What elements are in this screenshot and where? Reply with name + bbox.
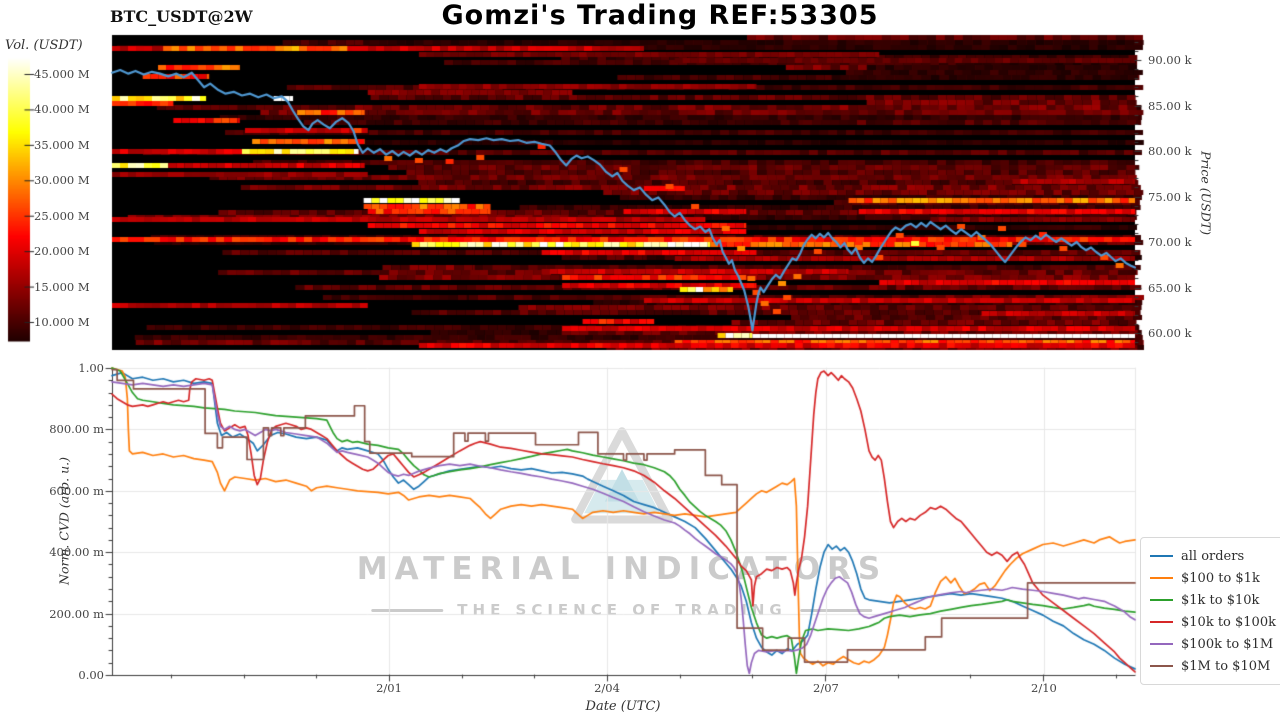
price-tick-label: 80.00 k [1148, 144, 1192, 158]
legend-item-label: $100 to $1k [1181, 570, 1260, 586]
price-tick-label: 85.00 k [1148, 98, 1192, 113]
legend-item-1: $100 to $1k [1150, 567, 1280, 589]
cvd-tick-label: 200.00 m [49, 606, 104, 621]
legend-item-label: $1M to $10M [1181, 658, 1271, 674]
legend-item-5: $1M to $10M [1150, 655, 1280, 677]
symbol-timeframe-label: BTC_USDT@2W [110, 7, 253, 26]
legend-item-0: all orders [1150, 545, 1280, 567]
legend-item-label: $100k to $1M [1181, 636, 1274, 652]
price-axis-title: Price (USDT) [1198, 151, 1214, 235]
price-tick-label: 90.00 k [1148, 53, 1192, 67]
colorbar-axis-title: Vol. (USDT) [5, 38, 83, 53]
price-tick-label: 65.00 k [1148, 280, 1192, 295]
price-tick-label: 60.00 k [1148, 326, 1192, 340]
legend-line-swatch [1150, 577, 1173, 579]
chart-legend: all orders $100 to $1k $1k to $10k $10k to … [1140, 537, 1280, 685]
date-tick-label: 2/01 [376, 681, 402, 695]
colorbar-tick-label: 40.000 M [34, 102, 90, 117]
date-axis-title: Date (UTC) [585, 699, 661, 714]
cvd-tick-label: 0.00 [78, 668, 104, 682]
cvd-tick-label: 600.00 m [49, 483, 104, 498]
legend-item-label: all orders [1181, 548, 1245, 564]
cvd-tick-label: 800.00 m [49, 422, 104, 437]
colorbar-tick-label: 25.000 M [34, 208, 90, 223]
colorbar-tick-label: 10.000 M [34, 315, 90, 329]
date-tick-label: 2/04 [594, 681, 620, 695]
cvd-axis-title: Norm. CVD (arb. u.) [56, 457, 72, 585]
price-tick-label: 70.00 k [1148, 235, 1192, 249]
legend-line-swatch [1150, 599, 1173, 601]
legend-item-3: $10k to $100k [1150, 611, 1280, 633]
legend-line-swatch [1150, 643, 1173, 645]
legend-item-label: $1k to $10k [1181, 592, 1260, 608]
colorbar-tick-label: 45.000 M [34, 67, 90, 81]
colorbar-tick-label: 35.000 M [34, 137, 90, 152]
price-tick-label: 75.00 k [1148, 189, 1192, 204]
legend-line-swatch [1150, 555, 1173, 557]
cvd-tick-label: 1.00 [78, 361, 104, 375]
legend-item-2: $1k to $10k [1150, 589, 1280, 611]
colorbar-tick-label: 20.000 M [34, 244, 90, 259]
legend-line-swatch [1150, 621, 1173, 623]
page-title: Gomzi's Trading REF:53305 [441, 0, 879, 31]
colorbar-tick-label: 15.000 M [34, 279, 90, 294]
colorbar-tick-label: 30.000 M [34, 173, 90, 188]
date-tick-label: 2/10 [1031, 681, 1057, 695]
legend-line-swatch [1150, 665, 1173, 667]
cvd-tick-label: 400.00 m [49, 545, 104, 560]
date-tick-label: 2/07 [813, 681, 839, 695]
legend-item-label: $10k to $100k [1181, 614, 1276, 630]
legend-item-4: $100k to $1M [1150, 633, 1280, 655]
